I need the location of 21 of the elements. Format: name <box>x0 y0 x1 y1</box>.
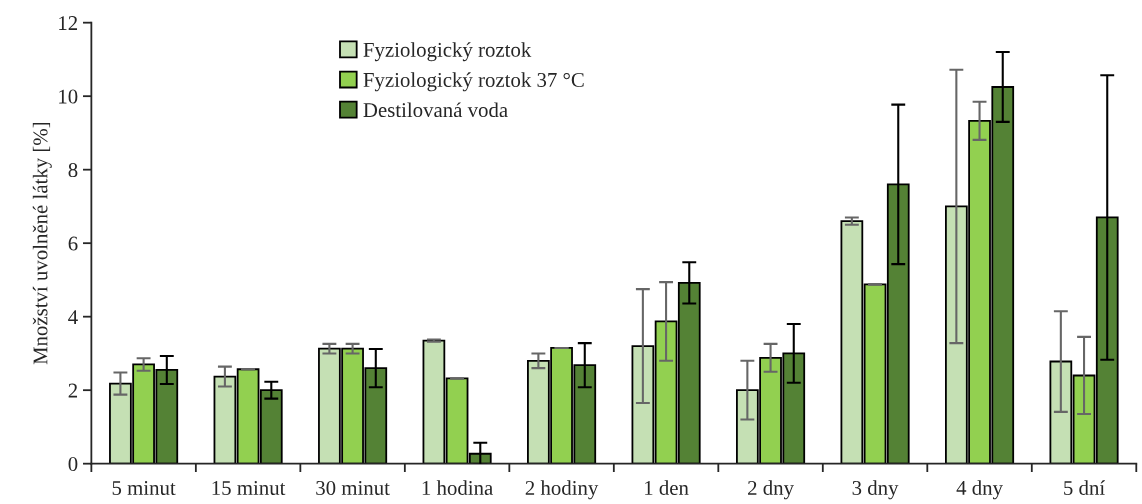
x-tick-label: 2 hodiny <box>525 480 599 500</box>
x-tick-label: 15 minut <box>212 481 286 496</box>
y-tick-label: 4 <box>68 310 78 324</box>
y-tick-label: 0 <box>68 457 78 472</box>
y-tick-label: 6 <box>68 236 78 251</box>
x-tick-label: 1 den <box>645 480 689 496</box>
x-tick-label: 3 dny <box>852 480 899 500</box>
x-tick-label: 1 hodina <box>422 480 493 496</box>
x-tick-label: 2 dny <box>748 480 794 500</box>
y-tick-label: 10 <box>59 89 78 104</box>
y-tick-label: 2 <box>68 383 78 398</box>
y-axis-title: Množství uvolněné látky [%] <box>32 122 52 365</box>
legend-label: Destilovaná voda <box>363 102 508 118</box>
y-tick-label: 8 <box>68 163 78 178</box>
legend-label: Fyziologický roztok 37 °C <box>363 72 584 92</box>
y-tick-label: 12 <box>59 16 78 30</box>
legend-label: Fyziologický roztok <box>363 42 532 62</box>
x-tick-label: 30 minut <box>316 480 390 496</box>
x-tick-label: 4 dny <box>956 480 1003 500</box>
x-tick-label: 5 minut <box>112 481 176 496</box>
x-tick-label: 5 dní <box>1064 480 1105 496</box>
